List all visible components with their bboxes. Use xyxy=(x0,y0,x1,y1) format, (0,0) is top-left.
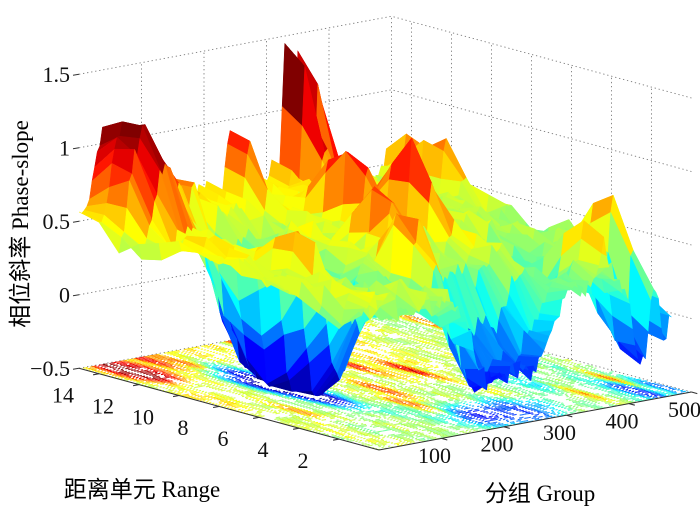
y-axis-label: 距离单元 Range xyxy=(63,477,221,502)
x-axis-label: 分组 Group xyxy=(484,481,596,506)
z-axis-label: 相位斜率 Phase-slope xyxy=(8,120,33,328)
